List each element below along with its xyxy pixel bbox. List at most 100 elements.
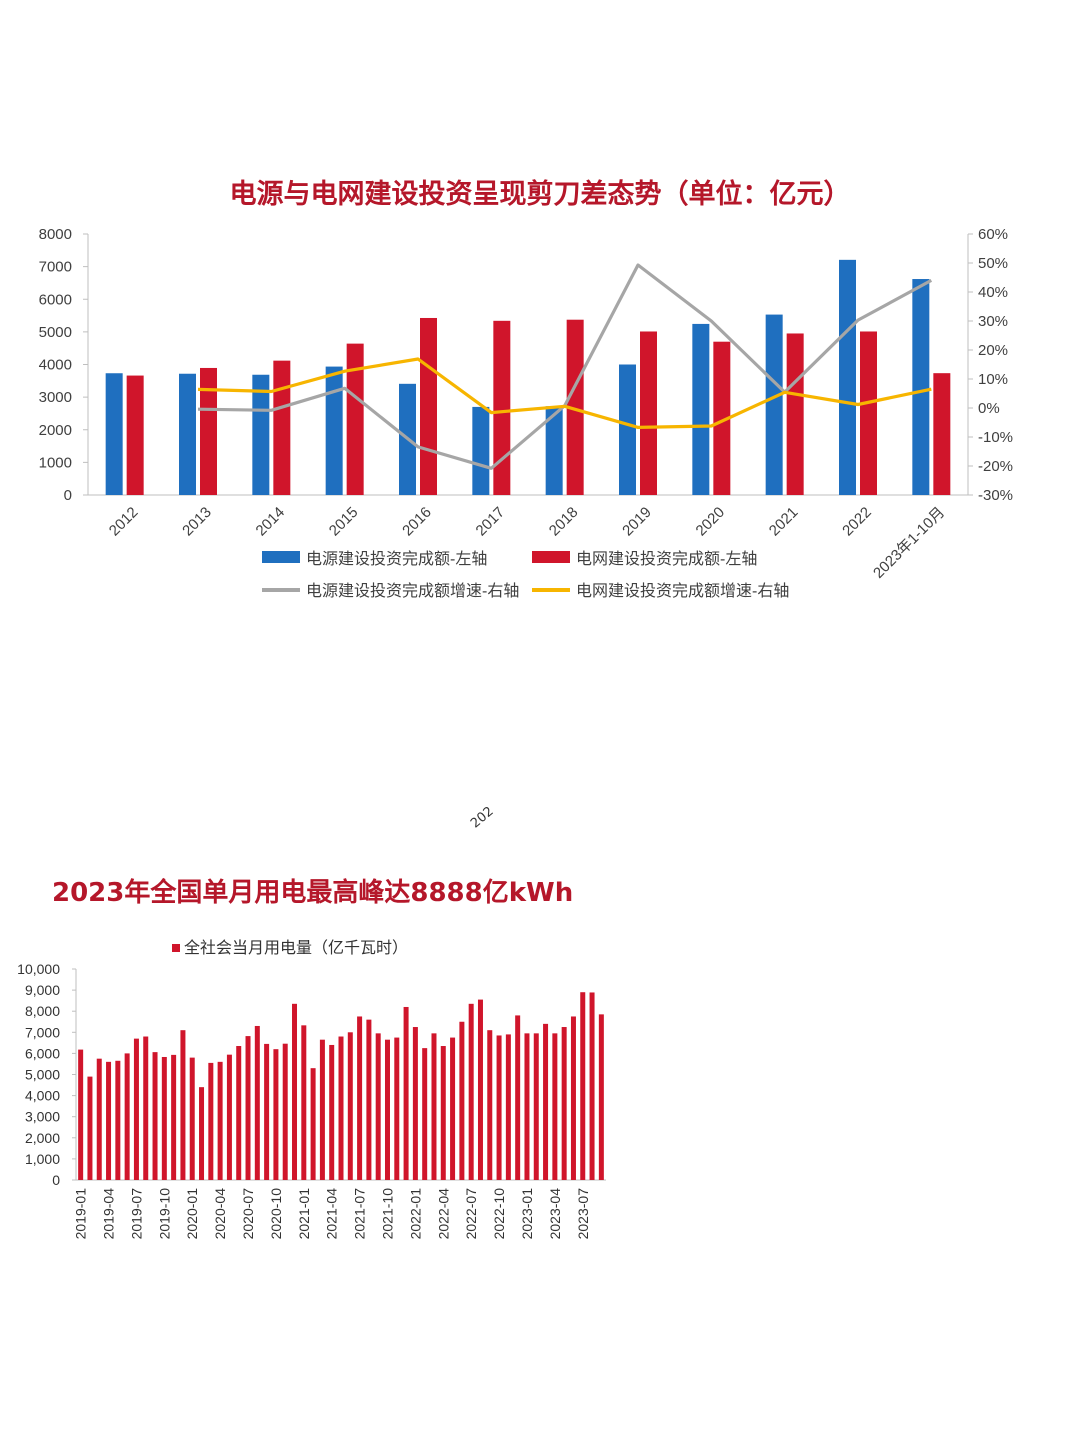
bar-power-source [912, 279, 930, 495]
line-power-source-growth [197, 263, 933, 470]
x-tick-label: 2020-04 [212, 1188, 228, 1240]
bar-monthly-consumption [319, 1039, 325, 1180]
bar-monthly-consumption [208, 1062, 214, 1180]
right-tick-label: 50% [978, 255, 1008, 272]
bar-monthly-consumption [226, 1054, 232, 1180]
legend-swatch [532, 551, 570, 563]
bar-monthly-consumption [152, 1052, 158, 1180]
x-tick-label: 2012 [106, 504, 142, 540]
bar-grid [493, 320, 511, 495]
bar-grid [933, 373, 951, 495]
right-tick-label: 60% [978, 226, 1008, 243]
x-tick-label: 2022 [839, 504, 875, 540]
bar-power-source [325, 366, 343, 495]
y-tick-label: 3,000 [25, 1109, 60, 1125]
bar-power-source [619, 364, 636, 495]
bar-monthly-consumption [366, 1019, 372, 1180]
investment-chart-title: 电源与电网建设投资呈现剪刀差态势（单位：亿元） [229, 179, 851, 210]
bar-monthly-consumption [468, 1003, 474, 1180]
left-tick-label: 6000 [39, 291, 72, 308]
x-tick-label: 2022-10 [491, 1188, 507, 1240]
right-tick-label: 0% [978, 400, 1000, 417]
x-tick-label: 2020-10 [268, 1188, 284, 1240]
x-tick-label: 2019-10 [156, 1188, 172, 1240]
y-tick-label: 7,000 [25, 1024, 60, 1040]
right-tick-label: -30% [978, 487, 1013, 504]
bar-grid [126, 375, 144, 495]
x-tick-label: 2022-01 [407, 1188, 423, 1240]
investment-chart-panel: 0 1000 2000 3000 4000 5000 6000 7000 8000 -30% -20… [0, 150, 1080, 615]
bar-monthly-consumption [282, 1043, 288, 1180]
y-tick-label: 0 [52, 1172, 60, 1188]
left-tick-label: 7000 [39, 259, 72, 276]
bar-power-source [839, 259, 856, 495]
bar-power-source [179, 373, 196, 495]
bar-monthly-consumption [171, 1054, 177, 1180]
bar-monthly-consumption [310, 1068, 316, 1180]
bar-monthly-consumption [236, 1046, 242, 1180]
bar-monthly-consumption [496, 1035, 502, 1180]
bar-monthly-consumption [487, 1030, 493, 1180]
x-tick-label: 2020-07 [240, 1188, 256, 1240]
bar-power-source [765, 314, 783, 495]
left-tick-label: 4000 [39, 357, 72, 374]
bar-monthly-consumption [96, 1058, 102, 1180]
legend-label: 电源建设投资完成额增速-右轴 [306, 582, 519, 600]
bar-monthly-consumption [301, 1025, 307, 1180]
left-tick-label: 1000 [39, 454, 72, 471]
left-tick-label: 3000 [39, 389, 72, 406]
bar-grid [713, 341, 731, 495]
x-tick-label: 2021-01 [296, 1188, 312, 1240]
bar-grid [640, 331, 657, 495]
bar-monthly-consumption [106, 1061, 112, 1180]
bar-monthly-consumption [143, 1036, 149, 1180]
bar-monthly-consumption [87, 1076, 93, 1180]
bar-grid [200, 367, 217, 495]
y-tick-label: 9,000 [25, 982, 60, 998]
bar-monthly-consumption [561, 1027, 567, 1180]
bar-monthly-consumption [422, 1048, 428, 1180]
bar-power-source [105, 373, 123, 495]
left-tick-label: 2000 [39, 422, 72, 439]
electricity-chart-title: 2023年全国单月用电最高峰达8888亿kWh [52, 878, 574, 908]
left-tick-label: 8000 [39, 226, 72, 243]
bar-monthly-consumption [533, 1033, 539, 1180]
x-tick-label: 2023-01 [519, 1188, 535, 1240]
bar-monthly-consumption [580, 992, 586, 1180]
bar-monthly-consumption [189, 1057, 195, 1180]
x-tick-label: 2019-07 [128, 1188, 144, 1240]
legend-swatch [172, 944, 180, 952]
bar-monthly-consumption [394, 1037, 400, 1180]
bar-monthly-consumption [431, 1033, 437, 1180]
bar-monthly-consumption [347, 1032, 353, 1180]
right-tick-label: 30% [978, 313, 1008, 330]
bar-monthly-consumption [505, 1034, 511, 1180]
x-tick-label: 2020-01 [184, 1188, 200, 1240]
y-tick-label: 1,000 [25, 1151, 60, 1167]
x-tick-label: 2018 [546, 504, 582, 540]
bar-grid [860, 331, 877, 495]
bar-monthly-consumption [440, 1046, 446, 1180]
legend-swatch [262, 551, 300, 563]
right-tick-label: 20% [978, 342, 1008, 359]
legend-label: 全社会当月用电量（亿千瓦时） [184, 939, 408, 957]
bar-grid [786, 333, 804, 495]
y-tick-label: 5,000 [25, 1067, 60, 1083]
bar-monthly-consumption [273, 1049, 279, 1180]
electricity-chart: 0 1,000 2,000 3,000 4,000 5,000 6,000 7,000 8,00… [17, 939, 606, 1240]
bar-monthly-consumption [543, 1023, 549, 1180]
bar-monthly-consumption [412, 1027, 418, 1180]
bar-monthly-consumption [329, 1044, 335, 1180]
electricity-chart-panel: 0 1,000 2,000 3,000 4,000 5,000 6,000 7,000 8,00… [0, 860, 1080, 1280]
bar-monthly-consumption [357, 1016, 363, 1180]
bar-monthly-consumption [338, 1036, 344, 1180]
right-tick-label: 10% [978, 371, 1008, 388]
bar-monthly-consumption [254, 1025, 260, 1180]
bar-monthly-consumption [115, 1060, 121, 1180]
bar-monthly-consumption [459, 1021, 465, 1180]
x-tick-label: 2022-07 [463, 1188, 479, 1240]
bar-monthly-consumption [180, 1030, 186, 1180]
partial-axis-label: 202 [468, 804, 497, 832]
x-tick-label: 2020 [693, 504, 729, 540]
y-tick-label: 10,000 [17, 961, 60, 977]
